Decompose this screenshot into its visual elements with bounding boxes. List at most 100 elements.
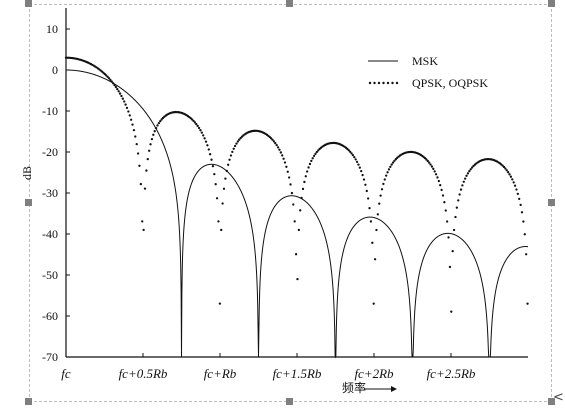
- qpsk-series-point: [275, 144, 278, 147]
- qpsk-series-point: [519, 203, 522, 207]
- x-tick-label: fc+Rb: [204, 366, 237, 381]
- qpsk-series-point: [376, 213, 379, 216]
- x-axis-label: 频率: [342, 380, 366, 395]
- qpsk-series-point: [149, 143, 152, 146]
- qpsk-series-point: [353, 156, 356, 159]
- qpsk-series-point: [369, 220, 373, 223]
- qpsk-series-point: [278, 148, 281, 151]
- qpsk-series-point: [233, 144, 237, 148]
- qpsk-series-point: [146, 157, 149, 161]
- resize-handle-bottom-left[interactable]: [25, 398, 32, 405]
- qpsk-series-point: [389, 165, 392, 168]
- qpsk-series-point: [523, 233, 526, 236]
- qpsk-series-point: [466, 172, 470, 175]
- qpsk-series-point: [286, 170, 289, 173]
- qpsk-series-point: [464, 177, 467, 180]
- qpsk-series-point: [308, 162, 312, 166]
- qpsk-series-point: [470, 166, 474, 169]
- qpsk-series-point: [385, 174, 388, 177]
- resize-handle-bottom-right[interactable]: [548, 398, 555, 405]
- qpsk-series-point: [310, 159, 313, 163]
- qpsk-series-point: [357, 163, 360, 166]
- qpsk-series-point: [192, 119, 195, 123]
- qpsk-series-point: [296, 277, 299, 281]
- qpsk-series-point: [429, 163, 432, 166]
- qpsk-series-point: [197, 126, 201, 130]
- qpsk-series-point: [214, 183, 217, 186]
- qpsk-series-point: [432, 167, 435, 170]
- qpsk-series-point: [526, 302, 529, 305]
- y-tick-label: 0: [52, 63, 58, 77]
- qpsk-series-point: [351, 154, 355, 157]
- qpsk-series-point: [505, 169, 508, 172]
- legend-qpsk-label: QPSK, OQPSK: [412, 76, 488, 90]
- qpsk-series-point: [518, 197, 521, 201]
- qpsk-series-point: [504, 167, 507, 170]
- qpsk-series-point: [227, 163, 230, 166]
- qpsk-series-point: [433, 170, 436, 173]
- qpsk-series-point: [440, 188, 443, 192]
- qpsk-series-point: [455, 206, 458, 209]
- qpsk-series-point: [207, 148, 210, 151]
- qpsk-series-point: [508, 173, 511, 176]
- qpsk-series-point: [292, 203, 295, 206]
- resize-handle-middle-left[interactable]: [25, 199, 32, 206]
- qpsk-series-point: [229, 154, 233, 157]
- qpsk-series-point: [200, 131, 203, 134]
- resize-handle-bottom-center[interactable]: [286, 398, 293, 405]
- qpsk-series-point: [138, 164, 141, 167]
- qpsk-series-point: [525, 253, 528, 256]
- qpsk-series-point: [215, 197, 219, 200]
- qpsk-series-point: [457, 199, 460, 202]
- qpsk-series-point: [218, 302, 222, 305]
- qpsk-series-point: [368, 206, 371, 210]
- qpsk-series-point: [271, 138, 274, 141]
- msk-series-line: [66, 69, 529, 359]
- qpsk-series-point: [361, 173, 364, 177]
- qpsk-series-point: [459, 188, 463, 191]
- qpsk-series-point: [468, 170, 471, 173]
- qpsk-series-point: [235, 142, 238, 145]
- qpsk-series-point: [355, 160, 359, 164]
- qpsk-series-point: [307, 166, 310, 169]
- qpsk-series-point: [148, 149, 151, 152]
- qpsk-series-point: [225, 169, 228, 173]
- qpsk-series-point: [141, 220, 144, 223]
- qpsk-series-point: [221, 202, 224, 205]
- qpsk-series-point: [125, 106, 129, 110]
- qpsk-series-point: [451, 249, 454, 253]
- qpsk-series-point: [159, 120, 162, 123]
- collapse-arrow-icon[interactable]: <: [553, 390, 564, 405]
- qpsk-series-point: [364, 183, 367, 186]
- y-tick-label: -40: [42, 227, 58, 241]
- qpsk-series-point: [142, 228, 145, 232]
- qpsk-series-point: [136, 152, 140, 155]
- qpsk-series-point: [290, 191, 294, 195]
- qpsk-series-point: [213, 172, 216, 176]
- qpsk-series-point: [511, 178, 514, 181]
- resize-handle-top-center[interactable]: [286, 0, 293, 7]
- qpsk-series-point: [371, 241, 374, 244]
- qpsk-series-point: [117, 90, 120, 93]
- resize-handle-top-left[interactable]: [25, 0, 32, 7]
- qpsk-series-point: [348, 150, 352, 153]
- qpsk-series-point: [312, 154, 316, 158]
- qpsk-series-point: [506, 171, 510, 174]
- qpsk-series-point: [128, 114, 131, 117]
- qpsk-series-point: [462, 180, 465, 183]
- qpsk-series-point: [314, 152, 317, 155]
- x-tick-label: fc: [61, 366, 71, 381]
- qpsk-series-point: [502, 165, 506, 169]
- qpsk-series-point: [365, 189, 368, 193]
- qpsk-series-point: [297, 228, 300, 232]
- qpsk-series-point: [231, 150, 234, 154]
- qpsk-series-point: [513, 184, 517, 187]
- resize-handle-top-right[interactable]: [548, 0, 555, 7]
- resize-handle-middle-right[interactable]: [548, 199, 555, 206]
- y-tick-label: -30: [42, 186, 58, 200]
- qpsk-series-point: [238, 138, 241, 141]
- qpsk-series-point: [303, 180, 306, 184]
- qpsk-series-point: [294, 253, 298, 256]
- qpsk-series-point: [443, 201, 446, 204]
- qpsk-series-point: [131, 123, 134, 126]
